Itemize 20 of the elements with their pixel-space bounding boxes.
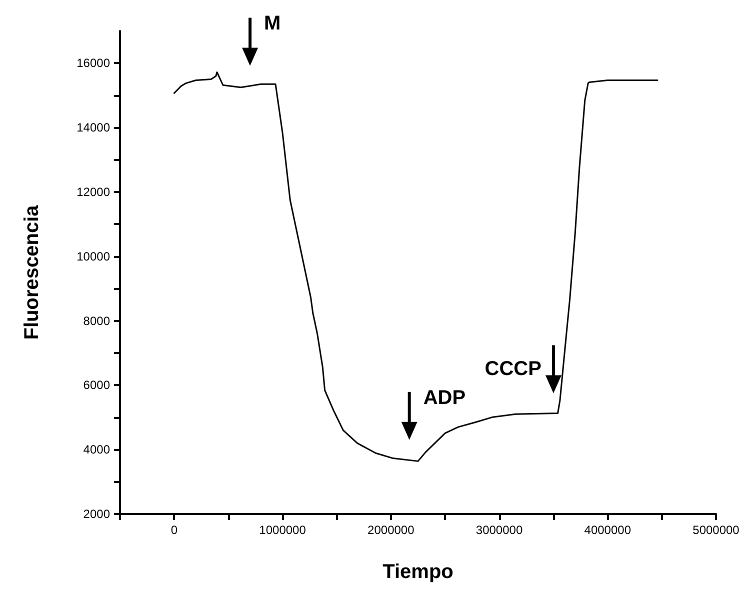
y-tick-label: 14000 [76,120,110,135]
y-tick-label: 8000 [83,314,110,328]
y-axis-title: Fluorescencia [21,204,43,340]
annotation: ADP [423,386,466,409]
x-axis-title: Tiempo [382,561,454,583]
line-series [173,71,658,462]
x-tick-label: 5000000 [692,523,740,537]
x-tick-label: 3000000 [476,523,523,537]
annotation: CCCP [484,358,542,380]
y-tick-label: 6000 [83,378,110,392]
annotation: M [264,12,281,35]
y-tick-label: 4000 [83,442,110,457]
x-tick-label: 4000000 [584,523,632,537]
y-tick-label: 2000 [83,507,110,521]
x-tick-label: 0 [170,523,178,537]
x-tick-label: 1000000 [259,523,306,537]
y-tick-label: 10000 [76,249,110,264]
x-tick-label: 2000000 [368,523,415,537]
y-tick-label: 12000 [76,185,110,199]
y-tick-label: 16000 [76,56,110,70]
